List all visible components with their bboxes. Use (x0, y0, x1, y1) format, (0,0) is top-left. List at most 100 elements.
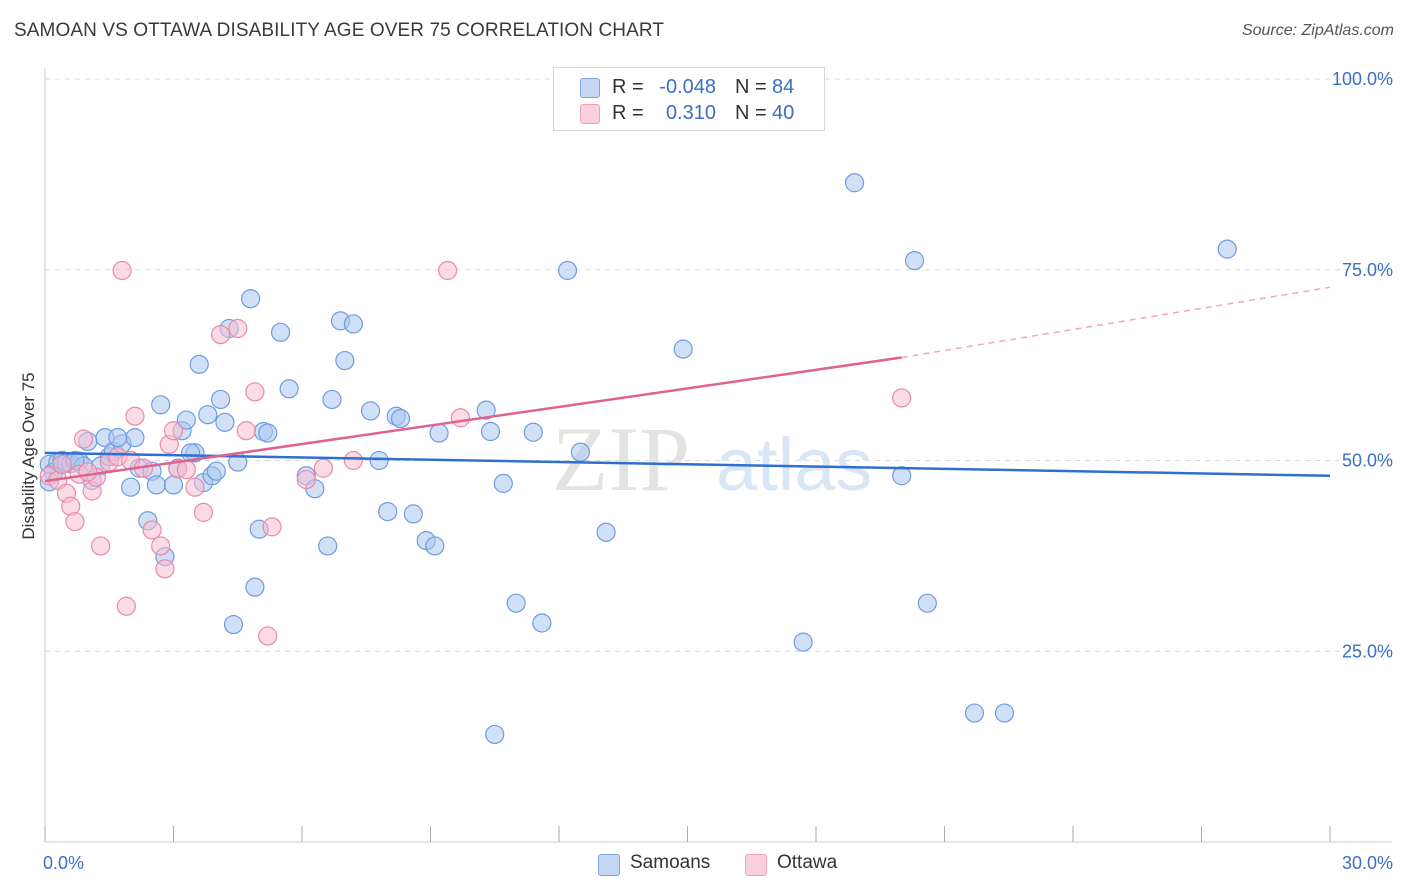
tick-labels: 25.0% 50.0% 75.0% 100.0% 0.0% 30.0% (43, 69, 1393, 873)
point-ottawa (52, 454, 72, 474)
point-ottawa (228, 318, 248, 339)
chart-title: SAMOAN VS OTTAWA DISABILITY AGE OVER 75 … (14, 20, 665, 41)
bottom-legend-label-samoans: Samoans (630, 852, 711, 873)
point-ottawa (65, 511, 85, 532)
legend-r-label: R = (612, 76, 644, 98)
point-samoans (258, 423, 278, 443)
point-samoans (189, 354, 209, 374)
point-samoans (476, 400, 496, 420)
y-tick-label: 100.0% (1332, 69, 1393, 89)
y-tick-label: 25.0% (1342, 641, 1393, 661)
point-samoans (215, 412, 235, 432)
point-samoans (211, 389, 231, 410)
point-samoans (964, 703, 985, 723)
point-samoans (493, 473, 513, 493)
point-ottawa (125, 406, 145, 426)
point-samoans (318, 536, 338, 556)
point-samoans (322, 389, 342, 410)
point-samoans (378, 502, 398, 522)
bottom-legend-swatch-samoans (598, 854, 620, 876)
point-samoans (390, 408, 411, 429)
point-ottawa (258, 626, 278, 646)
bottom-legend-swatch-ottawa (745, 854, 767, 876)
point-ottawa (211, 325, 231, 345)
point-ottawa (151, 536, 171, 556)
point-samoans (480, 421, 501, 442)
point-samoans (245, 577, 265, 597)
legend-n-label: N = (735, 76, 767, 98)
point-ottawa (296, 469, 316, 490)
legend-r-value: 0.310 (665, 102, 716, 124)
x-tick-label: 30.0% (1342, 853, 1393, 873)
legend-n-label: N = (735, 102, 767, 124)
legend-r-label: R = (612, 102, 644, 124)
x-tick-label: 0.0% (43, 853, 84, 873)
trend-line-ottawa-extension (901, 286, 1331, 359)
point-samoans (335, 350, 355, 371)
bottom-legend-label-ottawa: Ottawa (777, 852, 838, 873)
point-samoans (892, 466, 912, 486)
trend-line-samoans (44, 451, 1331, 478)
point-samoans (369, 450, 389, 471)
gridlines (45, 78, 1392, 652)
point-ottawa (116, 596, 136, 616)
point-samoans (429, 423, 449, 443)
point-samoans (557, 260, 578, 281)
legend-swatch-ottawa (580, 104, 600, 124)
point-samoans (532, 613, 552, 633)
point-ottawa (78, 462, 98, 482)
series-ottawa (39, 260, 912, 646)
point-samoans (1217, 239, 1237, 259)
point-samoans (904, 250, 925, 271)
point-samoans (151, 395, 171, 415)
point-ottawa (185, 477, 205, 497)
point-samoans (994, 703, 1015, 723)
point-samoans (206, 461, 226, 481)
point-samoans (279, 379, 299, 399)
trend-line-ottawa (44, 356, 902, 483)
legend-swatch-samoans (580, 78, 600, 98)
point-samoans (176, 410, 196, 430)
y-tick-label: 75.0% (1342, 260, 1393, 280)
point-ottawa (343, 450, 363, 471)
point-ottawa (236, 421, 256, 441)
legend-n-value: 84 (772, 76, 795, 98)
point-samoans (403, 504, 423, 524)
point-ottawa (262, 517, 282, 537)
point-samoans (793, 632, 813, 652)
point-ottawa (450, 408, 471, 428)
point-samoans (125, 428, 145, 448)
point-samoans (121, 477, 141, 497)
watermark: ZIP atlas (552, 408, 872, 510)
point-samoans (223, 614, 244, 635)
source-label: Source: ZipAtlas.com (1241, 22, 1394, 39)
point-ottawa (193, 502, 214, 522)
legend-n-value: 40 (772, 102, 795, 124)
legend-row-ottawa: R = 0.310 N = 40 (554, 101, 824, 127)
point-ottawa (155, 559, 175, 579)
point-samoans (570, 442, 591, 462)
point-samoans (198, 405, 218, 425)
point-samoans (523, 422, 543, 442)
point-samoans (425, 536, 445, 556)
point-ottawa (73, 429, 94, 449)
point-samoans (917, 593, 937, 613)
trend-lines (44, 286, 1331, 483)
point-samoans (108, 428, 128, 448)
point-samoans (241, 289, 261, 309)
point-samoans (485, 724, 505, 745)
legend-r-value: -0.048 (659, 76, 716, 98)
point-samoans (506, 593, 526, 613)
point-ottawa (892, 388, 912, 408)
point-ottawa (91, 536, 111, 556)
point-samoans (844, 173, 865, 193)
y-tick-label: 50.0% (1342, 451, 1393, 471)
point-samoans (270, 322, 291, 342)
point-ottawa (313, 458, 334, 478)
watermark-zip: ZIP (552, 408, 690, 510)
point-ottawa (142, 520, 162, 540)
point-samoans (360, 401, 381, 421)
series-samoans (39, 173, 1237, 745)
point-samoans (673, 339, 693, 359)
